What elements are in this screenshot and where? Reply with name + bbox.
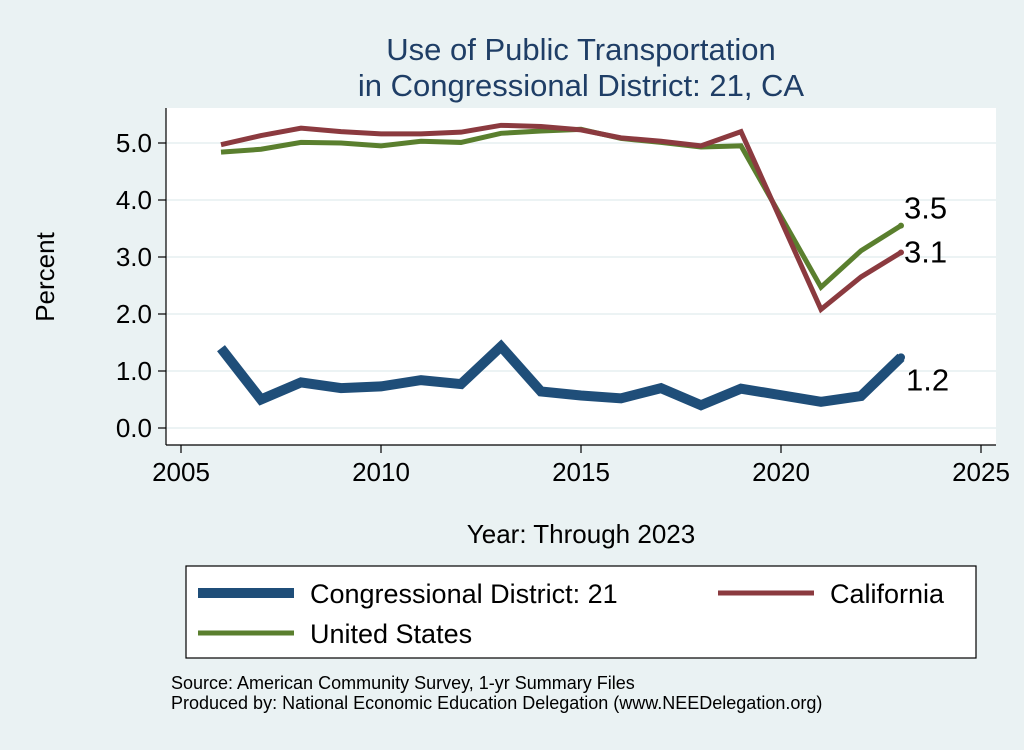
x-tick-label: 2025 (952, 457, 1010, 487)
y-tick-label: 5.0 (116, 128, 152, 158)
end-label: 1.2 (906, 362, 949, 397)
x-tick-label: 2015 (552, 457, 610, 487)
y-axis-ticks: 0.0 1.0 2.0 3.0 4.0 5.0 (116, 128, 166, 443)
series-line-congressional-district-21 (217, 339, 905, 411)
x-axis-label: Year: Through 2023 (467, 519, 695, 549)
gridlines (166, 142, 996, 429)
source-note: Source: American Community Survey, 1-yr … (171, 673, 635, 693)
series-end-point (898, 222, 904, 229)
end-label: 3.5 (904, 191, 947, 226)
series-end-point (898, 249, 904, 256)
producer-note: Produced by: National Economic Education… (171, 693, 822, 713)
legend: Congressional District: 21 California Unit… (198, 579, 945, 649)
chart-title: Use of Public Transportation (386, 32, 775, 67)
x-tick-label: 2020 (752, 457, 810, 487)
y-tick-label: 1.0 (116, 356, 152, 386)
y-axis-label: Percent (30, 231, 60, 321)
legend-label: California (830, 579, 945, 609)
series-end-point (897, 353, 905, 362)
series-group: 1.2 3.1 3.5 (217, 122, 949, 411)
chart-subtitle: in Congressional District: 21, CA (358, 68, 805, 103)
x-tick-label: 2005 (152, 457, 210, 487)
y-tick-label: 2.0 (116, 299, 152, 329)
legend-box (185, 565, 977, 659)
legend-label: United States (310, 619, 472, 649)
y-tick-label: 3.0 (116, 242, 152, 272)
y-tick-label: 0.0 (116, 413, 152, 443)
x-tick-label: 2010 (352, 457, 410, 487)
legend-label: Congressional District: 21 (310, 579, 618, 609)
series-line-california (220, 122, 903, 314)
y-tick-label: 4.0 (116, 185, 152, 215)
x-axis-ticks: 2005 2010 2015 2020 2025 (152, 445, 1010, 487)
end-label: 3.1 (904, 234, 947, 269)
